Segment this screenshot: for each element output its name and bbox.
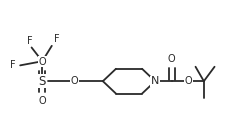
Text: F: F <box>27 36 33 46</box>
Text: F: F <box>54 34 60 44</box>
Text: O: O <box>38 57 46 67</box>
Text: N: N <box>151 76 159 86</box>
Text: O: O <box>38 96 46 106</box>
Text: S: S <box>38 75 46 88</box>
Text: O: O <box>185 76 192 86</box>
Text: O: O <box>168 54 176 64</box>
Text: F: F <box>10 60 16 70</box>
Text: O: O <box>71 76 78 86</box>
